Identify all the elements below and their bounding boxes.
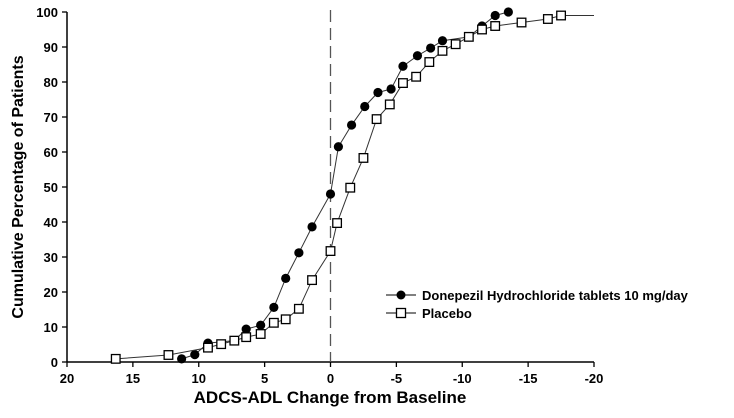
data-point <box>516 17 527 28</box>
data-point <box>268 317 279 328</box>
data-point <box>450 39 461 50</box>
x-tick-label: -20 <box>585 371 604 386</box>
data-point <box>255 329 266 339</box>
data-point <box>293 303 304 314</box>
data-point <box>490 21 501 31</box>
legend-label-placebo: Placebo <box>422 306 472 321</box>
data-point <box>229 335 240 346</box>
y-tick-label: 90 <box>44 40 58 55</box>
axes <box>62 11 595 367</box>
data-point <box>412 51 423 61</box>
y-tick-label: 0 <box>51 355 58 370</box>
data-point <box>437 45 448 56</box>
data-point <box>241 332 252 343</box>
data-point <box>360 101 370 112</box>
data-point <box>490 10 500 21</box>
data-point <box>307 222 317 232</box>
x-tick-label: 15 <box>126 371 140 386</box>
data-point <box>346 120 357 130</box>
x-tick-label: 0 <box>327 371 334 386</box>
data-point <box>281 273 291 283</box>
data-point <box>556 10 567 21</box>
data-point <box>426 43 436 53</box>
data-point <box>503 7 513 17</box>
y-tick-label: 80 <box>44 75 58 90</box>
data-point <box>332 218 343 229</box>
data-point <box>542 14 553 24</box>
data-point <box>477 24 487 35</box>
data-point <box>325 189 336 199</box>
data-point <box>216 339 227 350</box>
data-point <box>110 353 121 364</box>
data-point <box>269 302 279 312</box>
x-tick-label: 5 <box>261 371 268 386</box>
data-point <box>345 182 356 193</box>
data-point <box>437 36 448 46</box>
y-tick-label: 10 <box>44 320 58 335</box>
data-point <box>333 142 344 152</box>
series-layer <box>110 7 594 364</box>
y-tick-label: 40 <box>44 215 58 230</box>
data-point <box>203 342 213 353</box>
data-point <box>386 84 396 94</box>
data-point <box>384 99 395 110</box>
legend: Donepezil Hydrochloride tablets 10 mg/da… <box>386 288 689 321</box>
data-point <box>307 275 318 286</box>
y-tick-label: 20 <box>44 285 58 300</box>
data-point <box>280 314 291 325</box>
data-point <box>177 354 187 364</box>
x-tick-label: -15 <box>519 371 538 386</box>
data-point <box>411 71 422 82</box>
x-tick-label: -10 <box>453 371 472 386</box>
data-point <box>398 78 408 89</box>
data-point <box>358 152 369 163</box>
x-tick-label: 10 <box>192 371 206 386</box>
data-point <box>463 31 474 42</box>
data-point <box>373 87 383 98</box>
data-point <box>398 61 408 71</box>
y-tick-label: 60 <box>44 145 58 160</box>
x-tick-label: -5 <box>391 371 403 386</box>
y-tick-label: 50 <box>44 180 58 195</box>
x-axis-label: ADCS-ADL Change from Baseline <box>194 388 467 407</box>
y-tick-label: 100 <box>36 5 58 20</box>
data-point <box>163 350 174 360</box>
series-placebo <box>110 10 594 364</box>
data-point <box>325 246 336 257</box>
legend-label-donepezil: Donepezil Hydrochloride tablets 10 mg/da… <box>422 288 689 303</box>
legend-marker-placebo <box>395 307 407 319</box>
data-point <box>241 324 251 334</box>
data-point <box>256 320 266 330</box>
data-point <box>371 114 382 125</box>
y-tick-label: 70 <box>44 110 58 125</box>
data-point <box>424 57 435 68</box>
y-tick-label: 30 <box>44 250 58 265</box>
data-point <box>294 248 304 258</box>
x-tick-label: 20 <box>60 371 74 386</box>
y-axis-label: Cumulative Percentage of Patients <box>10 55 27 318</box>
legend-marker-donepezil <box>396 290 406 300</box>
data-point <box>190 350 200 360</box>
